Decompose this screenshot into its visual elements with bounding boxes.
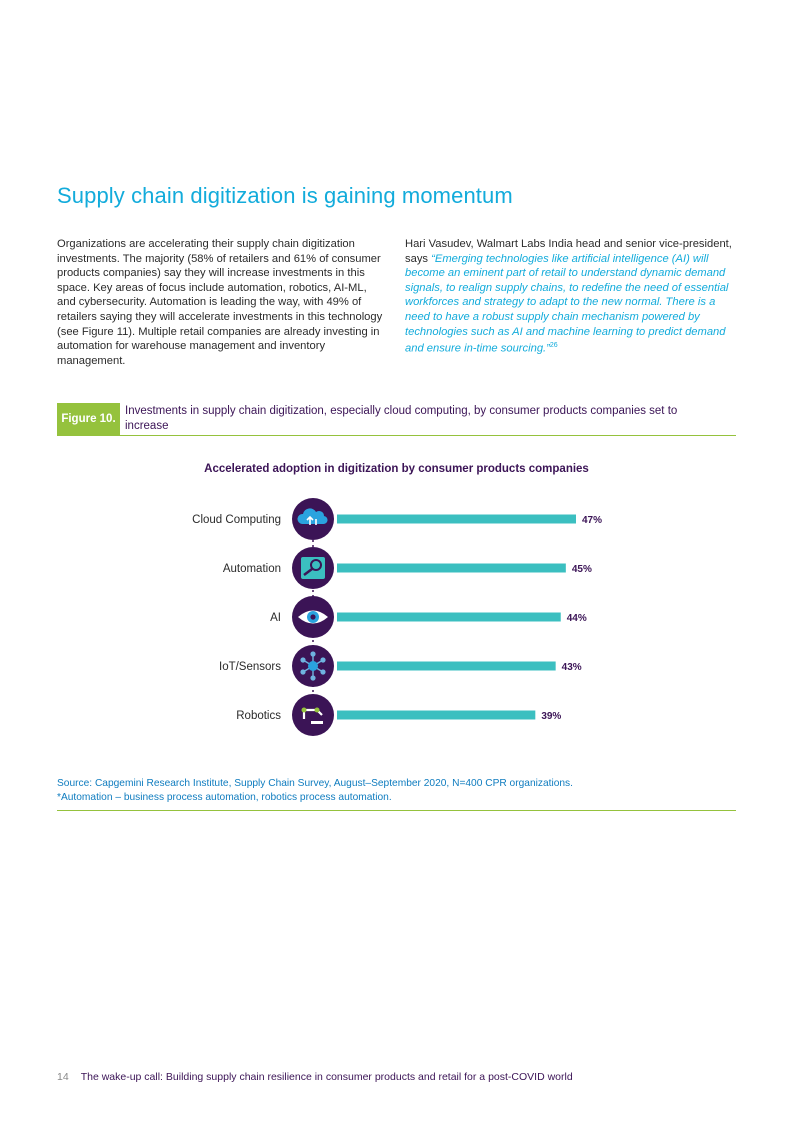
bar bbox=[337, 612, 561, 622]
quote-text: “Emerging technologies like artificial i… bbox=[405, 252, 729, 355]
chart-row: Cloud Computing 47% bbox=[192, 498, 602, 540]
cloud-shape bbox=[297, 508, 328, 525]
category-label: IoT/Sensors bbox=[219, 661, 281, 673]
network-node bbox=[320, 669, 326, 675]
source-divider bbox=[57, 810, 736, 811]
bar bbox=[337, 563, 566, 573]
chart-row: Robotics 39% bbox=[236, 694, 561, 736]
data-label: 44% bbox=[567, 613, 587, 624]
eye-icon bbox=[298, 610, 328, 624]
icon-circle bbox=[292, 694, 334, 736]
chart-title: Accelerated adoption in digitization by … bbox=[204, 463, 589, 475]
figure-divider bbox=[57, 435, 736, 436]
robot-conveyor bbox=[311, 721, 323, 724]
data-label: 43% bbox=[562, 662, 582, 673]
data-label: 45% bbox=[572, 564, 592, 575]
bar bbox=[337, 710, 536, 720]
cloud-upload-icon bbox=[297, 508, 328, 525]
data-label: 39% bbox=[541, 711, 561, 722]
category-label: Cloud Computing bbox=[192, 514, 281, 526]
quote-intro: Hari Vasudev, Walmart Labs India head an… bbox=[405, 238, 732, 265]
automation-arm bbox=[303, 568, 313, 576]
footer-title: The wake-up call: Building supply chain … bbox=[80, 1071, 573, 1083]
robot-arm bbox=[302, 708, 323, 719]
network-node bbox=[310, 675, 316, 681]
category-label: Robotics bbox=[236, 710, 281, 722]
figure-caption: Investments in supply chain digitization… bbox=[125, 405, 678, 432]
robot-joint bbox=[301, 707, 307, 713]
page-number: 14 bbox=[57, 1071, 69, 1083]
category-label: AI bbox=[270, 612, 281, 624]
page-title: Supply chain digitization is gaining mom… bbox=[57, 183, 513, 208]
robot-joint bbox=[314, 707, 320, 713]
figure-header: Figure 10. Investments in supply chain d… bbox=[57, 403, 736, 436]
chart-row: AI 44% bbox=[270, 596, 587, 638]
robotic-arm-icon bbox=[301, 707, 323, 724]
network-node bbox=[300, 669, 306, 675]
bar bbox=[337, 514, 576, 524]
body-text-left: Organizations are accelerating their sup… bbox=[57, 238, 383, 367]
category-label: Automation bbox=[223, 563, 281, 575]
source-note: Source: Capgemini Research Institute, Su… bbox=[57, 777, 736, 805]
network-nodes-icon bbox=[300, 651, 326, 681]
network-hub bbox=[308, 661, 318, 671]
page-footer: 14 The wake-up call: Building supply chai… bbox=[57, 1071, 573, 1083]
automation-footnote: *Automation – business process automatio… bbox=[57, 792, 392, 803]
eye-pupil bbox=[310, 614, 316, 620]
chart-row: Automation 45% bbox=[223, 547, 592, 589]
network-node bbox=[320, 657, 326, 663]
source-line: Source: Capgemini Research Institute, Su… bbox=[57, 778, 573, 789]
figure-label: Figure 10. bbox=[57, 403, 120, 435]
body-text-right: Hari Vasudev, Walmart Labs India head an… bbox=[405, 237, 740, 356]
upload-arrow bbox=[306, 515, 317, 525]
network-node bbox=[310, 651, 316, 657]
bar bbox=[337, 661, 556, 671]
automation-icon bbox=[301, 557, 325, 579]
data-label: 47% bbox=[582, 515, 602, 526]
chart-row: IoT/Sensors 43% bbox=[219, 645, 582, 687]
gear-ring bbox=[310, 559, 322, 571]
network-node bbox=[300, 657, 306, 663]
footnote-ref: 26 bbox=[549, 342, 558, 350]
